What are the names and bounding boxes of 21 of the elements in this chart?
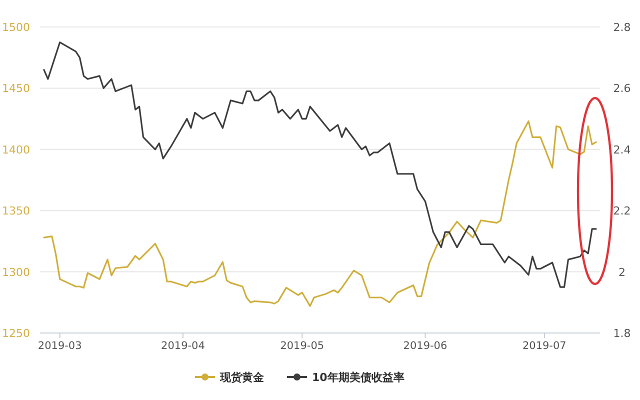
legend-label: 现货黄金 (219, 371, 265, 384)
y-tick-label: 1450 (2, 82, 30, 96)
y2-tick-label: 1.8 (613, 327, 631, 340)
line-series (43, 42, 597, 288)
y-tick-label: 1500 (2, 21, 30, 34)
y2-tick-label: 2.2 (613, 204, 631, 218)
y2-tick-label: 2.6 (613, 82, 631, 96)
x-tick-label: 2019-04 (161, 340, 206, 352)
x-tick-label: 2019-03 (38, 340, 82, 352)
y-tick-label: 1350 (2, 204, 30, 218)
y2-tick-label: 2.8 (613, 21, 631, 34)
x-tick-label: 2019-05 (280, 340, 324, 352)
legend-label: 10年期美债收益率 (312, 371, 404, 384)
y2-tick-label: 2 (618, 266, 626, 279)
y-tick-label: 1300 (2, 266, 30, 279)
x-tick-label: 2019-06 (403, 340, 448, 352)
y2-tick-label: 2.4 (613, 143, 631, 156)
y-tick-label: 1250 (2, 327, 30, 340)
line-series (43, 120, 597, 307)
x-tick-label: 2019-07 (522, 340, 566, 352)
y-tick-label: 1400 (2, 143, 30, 156)
